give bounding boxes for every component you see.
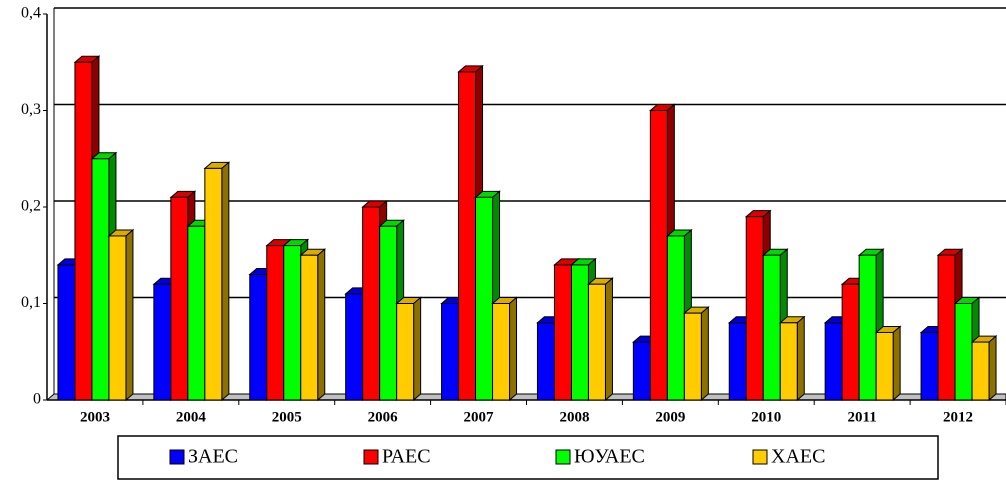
bar-side (413, 296, 422, 402)
bar (458, 71, 477, 401)
bar (779, 322, 798, 401)
bar-side (988, 335, 997, 402)
x-tick-label: 2008 (559, 409, 589, 425)
x-tick-label: 2010 (751, 409, 781, 425)
x-tick-label: 2006 (368, 409, 399, 425)
bar (283, 245, 302, 401)
legend-label: ЗАЕС (188, 446, 238, 468)
bar (858, 254, 877, 401)
bar (683, 312, 702, 401)
bar (920, 331, 939, 401)
legend-box (117, 435, 939, 480)
bar (536, 322, 555, 401)
legend-swatch (752, 449, 768, 465)
bar (475, 196, 494, 401)
bar (570, 264, 589, 401)
bar-side (604, 277, 613, 402)
bar (379, 225, 398, 401)
bar (441, 303, 460, 401)
legend-swatch (363, 449, 379, 465)
y-tick-label: 0,4 (21, 5, 41, 22)
x-tick-label: 2005 (272, 409, 302, 425)
legend-label: РАЕС (382, 446, 431, 468)
x-tick-label: 2003 (80, 409, 110, 425)
bar (300, 254, 319, 401)
y-tick-label: 0,3 (21, 101, 41, 118)
bar (632, 341, 651, 401)
bar (666, 235, 685, 401)
bar (187, 225, 206, 401)
bar (728, 322, 747, 401)
bar-side (317, 248, 326, 402)
bar-side (700, 306, 709, 402)
y-tick-label: 0,2 (21, 198, 41, 215)
bar (492, 303, 511, 401)
legend-label: ХАЕС (771, 446, 825, 468)
bar (649, 110, 668, 401)
bar (762, 254, 781, 401)
bar-side (509, 296, 518, 402)
bar (108, 235, 127, 401)
bar (553, 264, 572, 401)
bar (824, 322, 843, 401)
bar (937, 254, 956, 401)
bar-side (221, 161, 230, 402)
bar (841, 283, 860, 401)
bar (266, 245, 285, 401)
legend-label: ЮУАЕС (574, 446, 645, 468)
bar (91, 158, 110, 401)
bar (74, 61, 93, 401)
bar (875, 331, 894, 401)
bar (587, 283, 606, 401)
x-tick-label: 2009 (655, 409, 685, 425)
bar (971, 341, 990, 401)
bar (954, 303, 973, 401)
bar (57, 264, 76, 401)
bar (249, 274, 268, 401)
bar (396, 303, 415, 401)
x-tick-label: 2011 (848, 409, 877, 425)
x-tick-label: 2004 (176, 409, 207, 425)
bar (204, 167, 223, 401)
bar-side (796, 315, 805, 402)
bar (345, 293, 364, 401)
bar (170, 196, 189, 401)
bar (745, 216, 764, 401)
y-tick-label: 0 (33, 391, 41, 408)
bar (153, 283, 172, 401)
legend-swatch (555, 449, 571, 465)
x-tick-label: 2007 (464, 409, 495, 425)
bar (362, 206, 381, 401)
bar-side (892, 325, 901, 402)
bar-side (125, 228, 134, 402)
legend-swatch (169, 449, 185, 465)
x-tick-label: 2012 (943, 409, 973, 425)
y-tick-label: 0,1 (21, 294, 41, 311)
